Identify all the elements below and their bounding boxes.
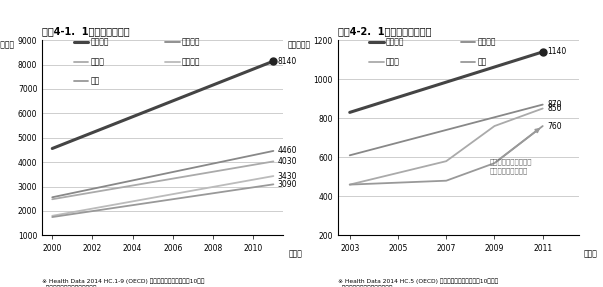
Text: （年）: （年） [288, 249, 302, 258]
Text: ※ Health Data 2014 HC.5 (OECD) 購買力平価ベースより、10米ドル
  未満を四捨五入して、筆者作成: ※ Health Data 2014 HC.5 (OECD) 購買力平価ベースよ… [338, 278, 498, 287]
Text: （年）: （年） [584, 249, 598, 258]
Text: フランス: フランス [478, 38, 496, 46]
Y-axis label: （米ドル）: （米ドル） [0, 40, 15, 49]
Text: アメリカ: アメリカ [90, 38, 109, 46]
Text: アメリカ: アメリカ [386, 38, 405, 46]
Text: 760: 760 [548, 122, 562, 131]
Text: イギリス: イギリス [182, 57, 201, 66]
Text: 3430: 3430 [277, 172, 297, 181]
Text: 1140: 1140 [548, 47, 567, 56]
Text: 日本: 日本 [90, 77, 99, 86]
Text: 3090: 3090 [277, 180, 297, 189]
Text: 850: 850 [548, 104, 562, 113]
Text: 4030: 4030 [277, 157, 297, 166]
Text: 870: 870 [548, 100, 562, 109]
Text: ※ Health Data 2014 HC.1-9 (OECD) 購買力平価ベースより、10米ド
  未満を四捨五入して、筆者作成: ※ Health Data 2014 HC.1-9 (OECD) 購買力平価ベー… [42, 278, 204, 287]
Text: 図表4-1.  1人当たり医療費: 図表4-1. 1人当たり医療費 [42, 27, 130, 37]
Text: 日本の医薬品費は増加
ペースが増している: 日本の医薬品費は増加 ペースが増している [490, 158, 532, 174]
Text: 図表4-2.  1人当たり医薬品費: 図表4-2. 1人当たり医薬品費 [338, 27, 431, 37]
Text: ドイツ: ドイツ [90, 57, 104, 66]
Text: ドイツ: ドイツ [386, 57, 400, 66]
Text: フランス: フランス [182, 38, 201, 46]
Text: 4460: 4460 [277, 146, 297, 156]
Text: 8140: 8140 [277, 57, 297, 66]
Text: 日本: 日本 [478, 57, 487, 66]
Y-axis label: （米ドル）: （米ドル） [288, 40, 311, 49]
